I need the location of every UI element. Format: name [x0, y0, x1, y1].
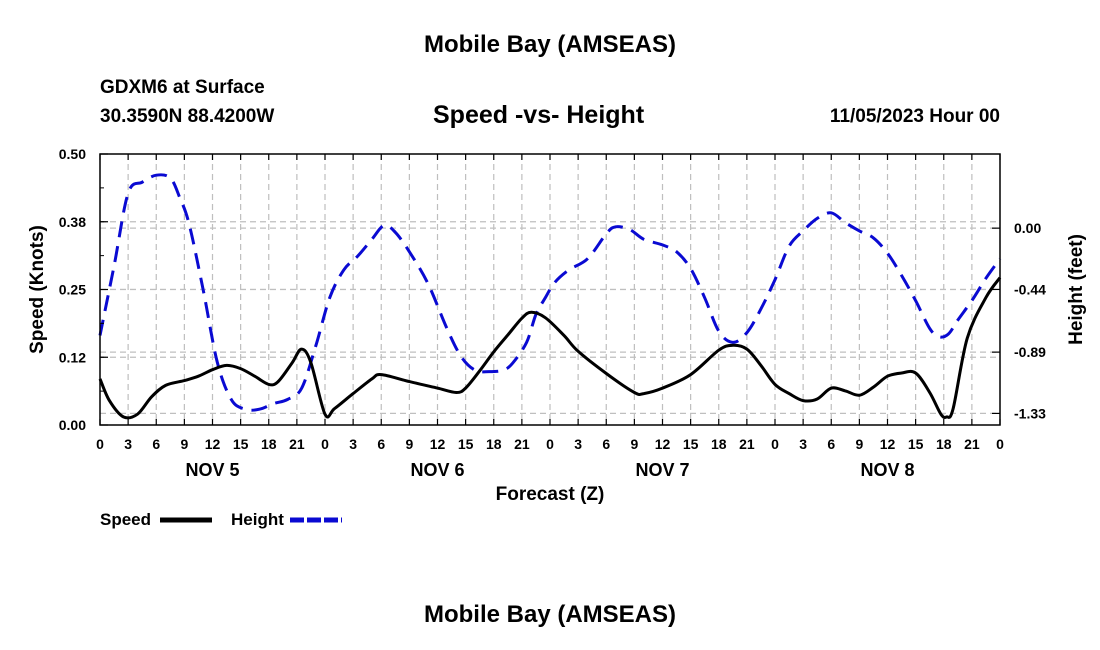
legend: Speed Height	[100, 510, 342, 529]
coordinates-label: 30.3590N 88.4200W	[100, 106, 275, 127]
bottom-title: Mobile Bay (AMSEAS)	[423, 601, 677, 628]
y-left-tick-label: 0.00	[59, 417, 86, 433]
x-tick-label: 18	[486, 436, 502, 452]
x-tick-label: 18	[261, 436, 277, 452]
x-tick-label: 6	[152, 436, 160, 452]
x-tick-label: 18	[711, 436, 727, 452]
x-tick-label: 3	[349, 436, 357, 452]
grid-lines	[100, 154, 1000, 425]
tick-marks	[99, 153, 1001, 426]
x-tick-label: 15	[458, 436, 474, 452]
day-label: NOV 7	[635, 460, 689, 480]
height-series-line	[98, 173, 1002, 412]
x-tick-label: 6	[602, 436, 610, 452]
y-left-tick-label: 0.50	[59, 146, 86, 162]
y-right-tick-label: -0.44	[1014, 281, 1046, 297]
x-tick-label: 21	[964, 436, 980, 452]
x-tick-label: 0	[96, 436, 104, 452]
x-tick-label: 12	[880, 436, 896, 452]
series-lines	[98, 173, 1002, 420]
x-tick-label: 9	[180, 436, 188, 452]
x-tick-label: 12	[430, 436, 446, 452]
x-tick-label: 3	[574, 436, 582, 452]
y-right-tick-label: -0.89	[1014, 344, 1046, 360]
page-title: Mobile Bay (AMSEAS)	[423, 31, 677, 58]
y-left-tick-label: 0.12	[59, 349, 86, 365]
y-axis-right-label: Height (feet)	[1066, 234, 1087, 345]
station-label: GDXM6 at Surface	[100, 77, 265, 98]
x-tick-label: 15	[233, 436, 249, 452]
day-label: NOV 6	[410, 460, 464, 480]
day-labels: NOV 5 NOV 6 NOV 7 NOV 8	[185, 460, 914, 480]
day-label: NOV 8	[860, 460, 914, 480]
right-axis-ticks: -1.33 -0.89 -0.44 0.00	[1014, 220, 1046, 421]
x-tick-label: 18	[936, 436, 952, 452]
y-right-tick-label: -1.33	[1014, 405, 1046, 421]
x-tick-label: 0	[321, 436, 329, 452]
x-tick-label: 12	[205, 436, 221, 452]
x-tick-label: 21	[514, 436, 530, 452]
x-tick-label: 6	[377, 436, 385, 452]
x-tick-label: 0	[546, 436, 554, 452]
x-tick-label: 3	[799, 436, 807, 452]
x-tick-label: 9	[405, 436, 413, 452]
x-tick-label: 15	[683, 436, 699, 452]
y-left-tick-label: 0.25	[59, 282, 86, 298]
x-tick-label: 15	[908, 436, 924, 452]
legend-speed-label: Speed	[100, 510, 151, 529]
x-tick-label: 3	[124, 436, 132, 452]
y-axis-left-label: Speed (Knots)	[27, 225, 48, 354]
x-axis-ticks: 0 3 6 9 12 15 18 21 0 3 6 9 12 15 18 21 0 3 6 9 12 15 18 21 0 3 6 9…	[96, 436, 1004, 452]
x-tick-label: 21	[289, 436, 305, 452]
x-tick-label: 0	[771, 436, 779, 452]
x-tick-label: 21	[739, 436, 755, 452]
datetime-label: 11/05/2023 Hour 00	[829, 106, 1000, 127]
y-right-tick-label: 0.00	[1014, 220, 1041, 236]
chart-title: Speed -vs- Height	[433, 101, 645, 129]
x-tick-label: 12	[655, 436, 671, 452]
x-tick-label: 9	[630, 436, 638, 452]
x-tick-label: 9	[855, 436, 863, 452]
speed-series-line	[98, 276, 1002, 420]
legend-height-label: Height	[231, 510, 284, 529]
x-tick-label: 0	[996, 436, 1004, 452]
x-tick-label: 6	[827, 436, 835, 452]
y-left-tick-label: 0.38	[59, 214, 86, 230]
x-axis-label: Forecast (Z)	[496, 484, 605, 505]
day-label: NOV 5	[185, 460, 239, 480]
left-axis-ticks: 0.00 0.12 0.25 0.38 0.50	[59, 146, 86, 433]
